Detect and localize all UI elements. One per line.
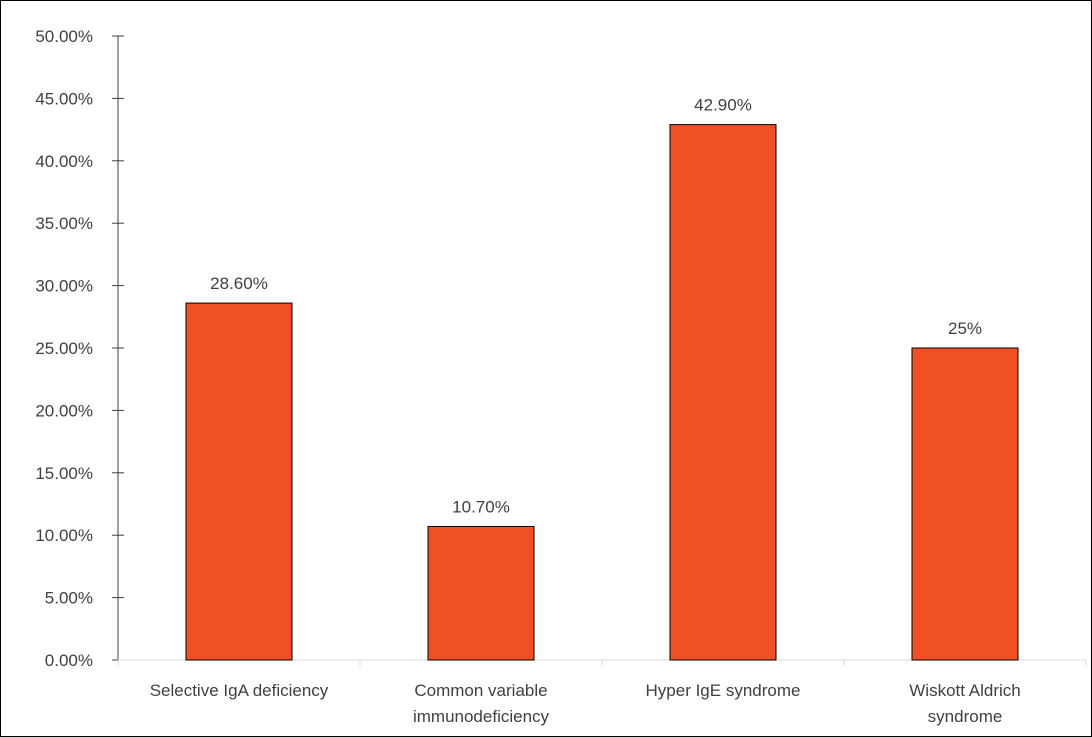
y-tick-label: 20.00%	[35, 401, 93, 420]
data-label: 10.70%	[452, 497, 510, 516]
bar	[185, 302, 293, 661]
category-label: Selective IgA deficiency	[150, 681, 329, 700]
category-labels: Selective IgA deficiency Common variable i…	[150, 681, 1021, 726]
y-tick-label: 0.00%	[45, 651, 93, 670]
data-labels: 28.60% 10.70% 42.90% 25%	[210, 96, 982, 517]
y-tick-label: 10.00%	[35, 526, 93, 545]
bar	[669, 124, 777, 661]
bar	[427, 525, 535, 661]
y-tick-label: 40.00%	[35, 152, 93, 171]
category-label: Common variable	[414, 681, 547, 700]
y-tick-label: 5.00%	[45, 589, 93, 608]
data-label: 42.90%	[694, 96, 752, 115]
data-label: 28.60%	[210, 274, 268, 293]
y-tick-label: 45.00%	[35, 89, 93, 108]
y-tick-label: 50.00%	[35, 27, 93, 46]
data-label: 25%	[948, 319, 982, 338]
category-label: Hyper IgE syndrome	[646, 681, 801, 700]
y-tick-label: 15.00%	[35, 464, 93, 483]
y-tick-label: 30.00%	[35, 277, 93, 296]
bars	[185, 124, 1019, 661]
category-label: syndrome	[928, 707, 1003, 726]
category-label: Wiskott Aldrich	[909, 681, 1020, 700]
x-axis	[117, 659, 1087, 666]
y-axis: 0.00% 5.00% 10.00% 15.00% 20.00% 25.00% 30.00%…	[35, 27, 124, 670]
y-tick-label: 35.00%	[35, 214, 93, 233]
category-label: immunodeficiency	[413, 707, 550, 726]
y-tick-label: 25.00%	[35, 339, 93, 358]
bar	[911, 347, 1019, 661]
